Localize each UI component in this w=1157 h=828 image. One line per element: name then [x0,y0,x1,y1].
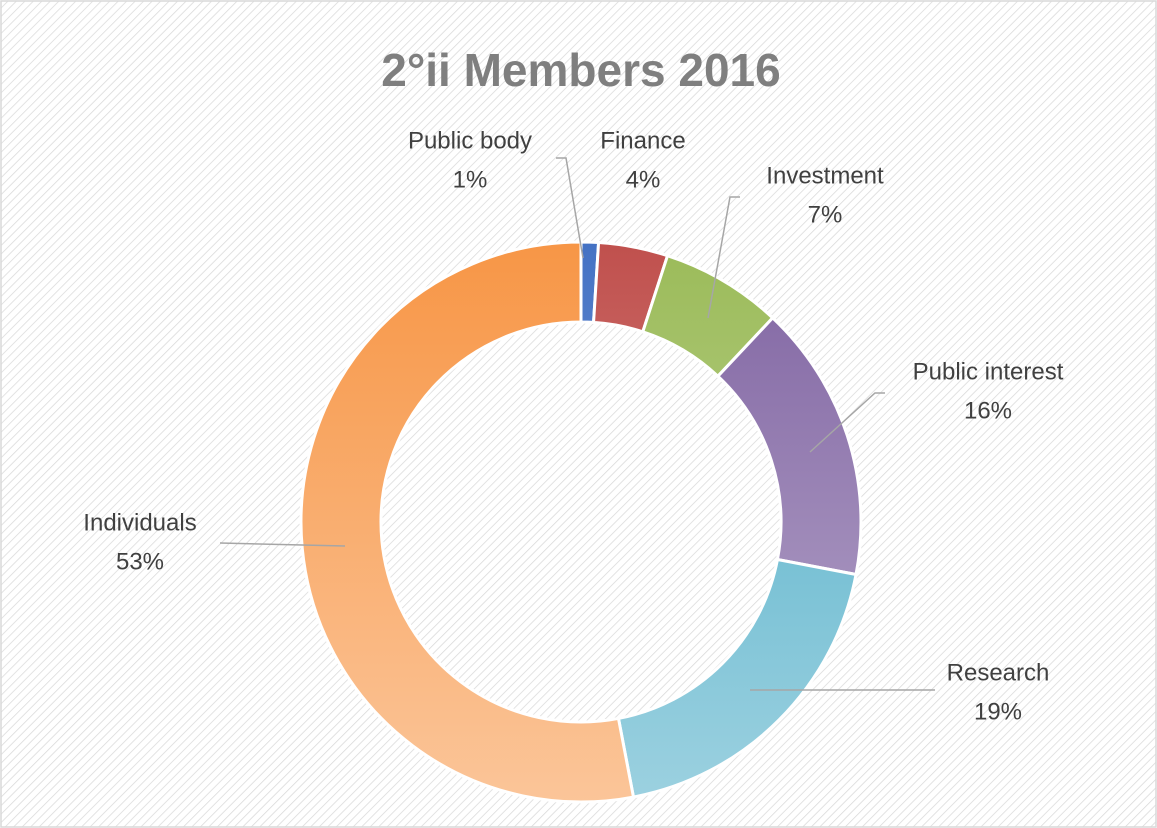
chart-title: 2°ii Members 2016 [381,44,780,96]
value-label: 1% [453,166,488,193]
leader-line [809,392,885,453]
value-label: 7% [808,201,843,228]
leader-line [707,196,740,319]
value-label: 53% [116,548,164,575]
leader-line [219,542,346,547]
donut-slice [299,240,636,804]
value-label: 4% [626,166,661,193]
value-label: 19% [974,698,1022,725]
leader-line [556,157,584,259]
category-label: Public body [408,127,532,154]
value-label: 16% [964,397,1012,424]
category-label: Investment [766,162,884,189]
category-label: Finance [600,127,685,154]
category-label: Public interest [913,358,1064,385]
category-label: Research [947,659,1050,686]
category-label: Individuals [83,509,196,536]
